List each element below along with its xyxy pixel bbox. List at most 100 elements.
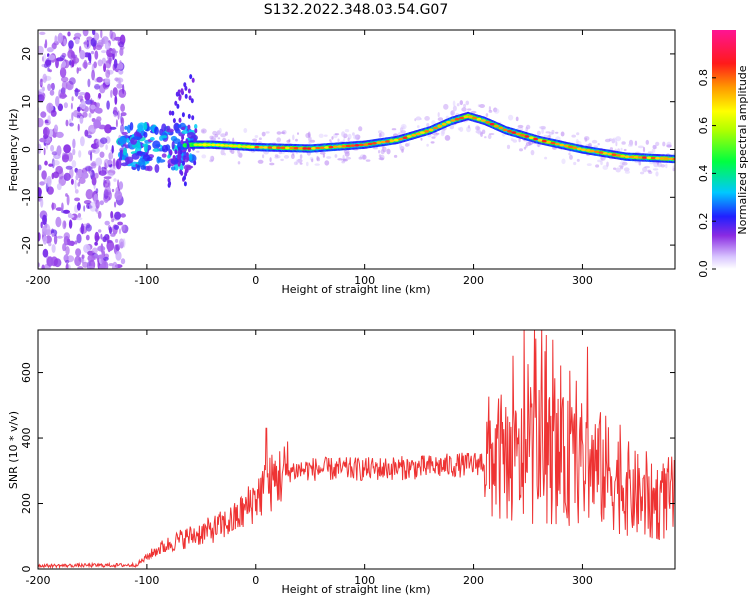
halo-dot bbox=[647, 151, 654, 154]
noise-blob bbox=[112, 87, 118, 97]
signal-band-core bbox=[276, 146, 281, 149]
noise-blob bbox=[42, 235, 48, 245]
halo-dot bbox=[341, 131, 346, 138]
noise-blob bbox=[90, 171, 93, 176]
colorbar-tick-label: 0.0 bbox=[697, 260, 710, 278]
halo-dot bbox=[426, 123, 430, 128]
streak-blob bbox=[183, 175, 186, 181]
halo-dot bbox=[647, 169, 652, 173]
noise-blob bbox=[60, 76, 69, 83]
signal-band-core bbox=[302, 147, 308, 150]
noise-blob bbox=[63, 144, 71, 154]
signal-band-core bbox=[637, 156, 643, 159]
halo-dot bbox=[612, 137, 617, 143]
signal-band-core bbox=[341, 144, 347, 148]
noise-blob bbox=[65, 260, 70, 264]
streak-blob bbox=[180, 88, 184, 94]
signal-band-core bbox=[424, 130, 430, 133]
signal-band-core bbox=[511, 131, 517, 134]
noise-blob bbox=[47, 67, 50, 72]
noise-blob bbox=[105, 69, 111, 79]
halo-dot bbox=[286, 139, 291, 143]
noise-blob bbox=[71, 96, 74, 102]
halo-dot bbox=[337, 158, 343, 161]
noise-blob bbox=[82, 61, 88, 69]
halo-dot bbox=[391, 128, 397, 131]
noise-blob bbox=[100, 30, 103, 39]
halo-dot bbox=[583, 136, 590, 141]
streak-blob bbox=[194, 128, 198, 134]
signal-band-core bbox=[537, 138, 543, 142]
halo-dot bbox=[597, 159, 602, 163]
noise-blob bbox=[38, 143, 42, 154]
noise-blob bbox=[79, 115, 84, 124]
noise-blob bbox=[78, 177, 86, 184]
noise-blob bbox=[56, 183, 62, 191]
transition-blob bbox=[181, 130, 188, 135]
noise-blob bbox=[108, 226, 113, 234]
streak-blob bbox=[185, 138, 189, 144]
signal-band-core bbox=[655, 156, 660, 160]
halo-dot bbox=[334, 154, 338, 158]
signal-band-core bbox=[446, 121, 451, 124]
noise-blob bbox=[50, 109, 57, 117]
halo-dot bbox=[254, 135, 259, 138]
halo-dot bbox=[316, 155, 319, 161]
signal-band-core bbox=[315, 146, 321, 150]
signal-band-core bbox=[602, 152, 608, 155]
halo-dot bbox=[621, 141, 626, 145]
noise-blob bbox=[117, 221, 123, 226]
transition-blob bbox=[120, 162, 129, 167]
noise-blob bbox=[72, 138, 76, 149]
noise-blob bbox=[74, 189, 79, 194]
signal-band-core bbox=[494, 124, 499, 128]
halo-dot bbox=[257, 159, 264, 164]
noise-blob bbox=[88, 112, 92, 118]
halo-dot bbox=[222, 137, 227, 143]
halo-dot bbox=[220, 133, 227, 138]
signal-band-core bbox=[210, 143, 216, 147]
noise-blob bbox=[108, 152, 114, 160]
signal-band-core bbox=[219, 144, 225, 147]
noise-blob bbox=[111, 145, 114, 154]
halo-dot bbox=[476, 126, 481, 131]
halo-dot bbox=[209, 159, 214, 163]
halo-dot bbox=[230, 149, 235, 154]
signal-band-core bbox=[202, 143, 208, 146]
noise-blob bbox=[110, 31, 117, 42]
halo-dot bbox=[276, 131, 282, 135]
signal-band-core bbox=[476, 117, 482, 121]
halo-dot bbox=[665, 163, 668, 169]
noise-blob bbox=[67, 212, 72, 218]
noise-blob bbox=[113, 178, 117, 182]
signal-band-core bbox=[237, 144, 242, 148]
halo-dot bbox=[551, 129, 555, 135]
streak-blob bbox=[191, 77, 195, 83]
y-tick-label: 20 bbox=[20, 47, 33, 61]
halo-dot bbox=[515, 116, 519, 122]
noise-blob bbox=[69, 77, 76, 85]
halo-dot bbox=[269, 157, 272, 163]
signal-band-core bbox=[293, 146, 299, 150]
halo-dot bbox=[480, 132, 483, 137]
noise-blob bbox=[81, 254, 85, 259]
noise-blob bbox=[107, 159, 113, 165]
signal-band-core bbox=[402, 136, 408, 139]
halo-dot bbox=[265, 131, 270, 134]
halo-dot bbox=[606, 161, 609, 167]
halo-dot bbox=[576, 158, 580, 162]
halo-dot bbox=[536, 130, 541, 136]
streak-blob bbox=[178, 154, 182, 160]
noise-blob bbox=[71, 56, 80, 64]
signal-band-core bbox=[633, 155, 639, 159]
noise-blob bbox=[63, 172, 71, 181]
halo-dot bbox=[463, 103, 467, 108]
halo-dot bbox=[326, 156, 332, 159]
noise-blob bbox=[59, 92, 67, 99]
noise-blob bbox=[70, 102, 73, 110]
noise-blob bbox=[74, 38, 80, 45]
y-tick-label: -10 bbox=[20, 188, 33, 206]
transition-blob bbox=[182, 155, 186, 161]
halo-dot bbox=[465, 100, 470, 106]
signal-band-core bbox=[598, 151, 604, 154]
